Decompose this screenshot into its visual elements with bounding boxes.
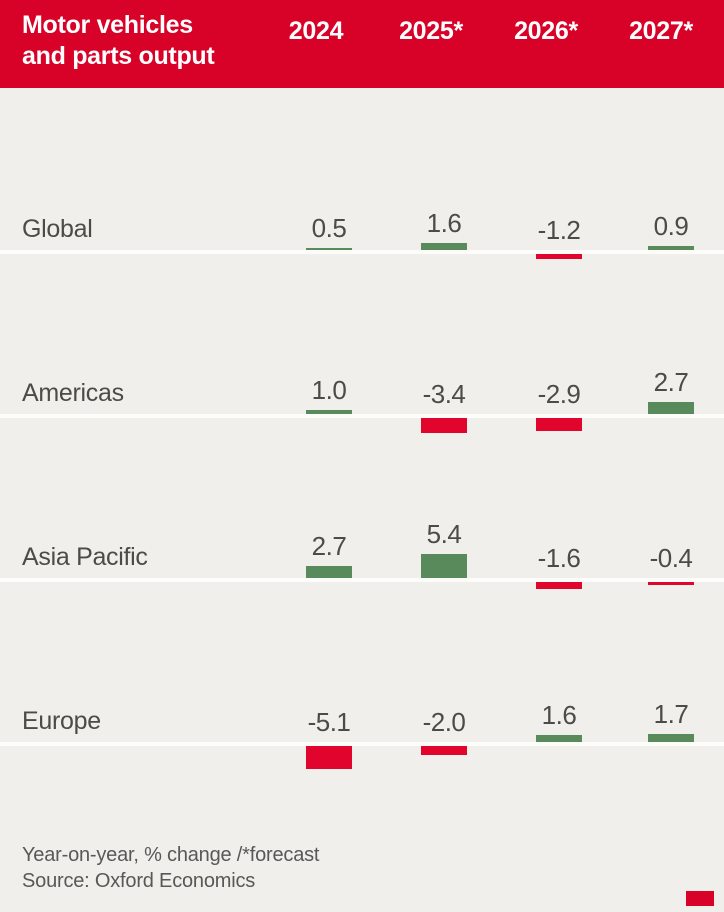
value-bar <box>421 418 467 434</box>
row-label: Americas <box>22 379 124 407</box>
value-bar <box>306 247 352 250</box>
value-label: -5.1 <box>307 707 351 737</box>
row-label: Global <box>22 215 93 243</box>
chart-header: Motor vehicles and parts output 2024 2025… <box>0 0 724 88</box>
row-baseline <box>0 578 724 582</box>
column-header: 2027* <box>629 17 693 45</box>
value-bar <box>421 242 467 250</box>
value-bar <box>421 553 467 578</box>
value-bar <box>536 254 582 260</box>
row-baseline <box>0 250 724 254</box>
value-label: 2.7 <box>653 366 689 397</box>
row-label: Europe <box>22 707 101 735</box>
value-bar <box>536 418 582 432</box>
value-bar <box>306 746 352 769</box>
column-header: 2024 <box>288 17 344 45</box>
row-label: Asia Pacific <box>22 543 148 571</box>
value-label: -1.6 <box>537 543 581 573</box>
row-baseline <box>0 414 724 418</box>
value-label: -2.9 <box>537 379 581 409</box>
value-bar <box>648 401 694 414</box>
value-label: -1.2 <box>537 215 581 245</box>
value-label: 5.4 <box>426 518 462 549</box>
value-label: -3.4 <box>422 379 466 409</box>
brand-mark <box>686 891 714 906</box>
value-bar <box>536 734 582 742</box>
chart-note: Year-on-year, % change /*forecast <box>22 844 320 866</box>
value-bar <box>536 582 582 590</box>
value-bar <box>421 746 467 755</box>
value-label: 1.0 <box>311 374 347 405</box>
value-label: 1.7 <box>653 699 689 730</box>
value-label: 0.5 <box>311 212 347 243</box>
value-label: 1.6 <box>426 207 462 238</box>
value-label: 0.9 <box>653 210 689 241</box>
value-bar <box>306 409 352 414</box>
chart-source: Source: Oxford Economics <box>22 870 256 892</box>
value-bar <box>306 565 352 578</box>
value-bar <box>648 245 694 250</box>
chart-title-line-2: and parts output <box>22 42 215 70</box>
value-label: 2.7 <box>311 530 347 561</box>
chart-title: Motor vehicles and parts output <box>22 10 215 72</box>
column-header: 2025* <box>399 17 463 45</box>
value-bar <box>648 582 694 585</box>
value-label: -2.0 <box>422 707 466 737</box>
column-header: 2026* <box>514 17 578 45</box>
value-bar <box>648 734 694 742</box>
chart-title-line-1: Motor vehicles <box>22 11 193 39</box>
value-label: -0.4 <box>649 543 693 573</box>
value-label: 1.6 <box>541 699 577 730</box>
row-baseline <box>0 742 724 746</box>
